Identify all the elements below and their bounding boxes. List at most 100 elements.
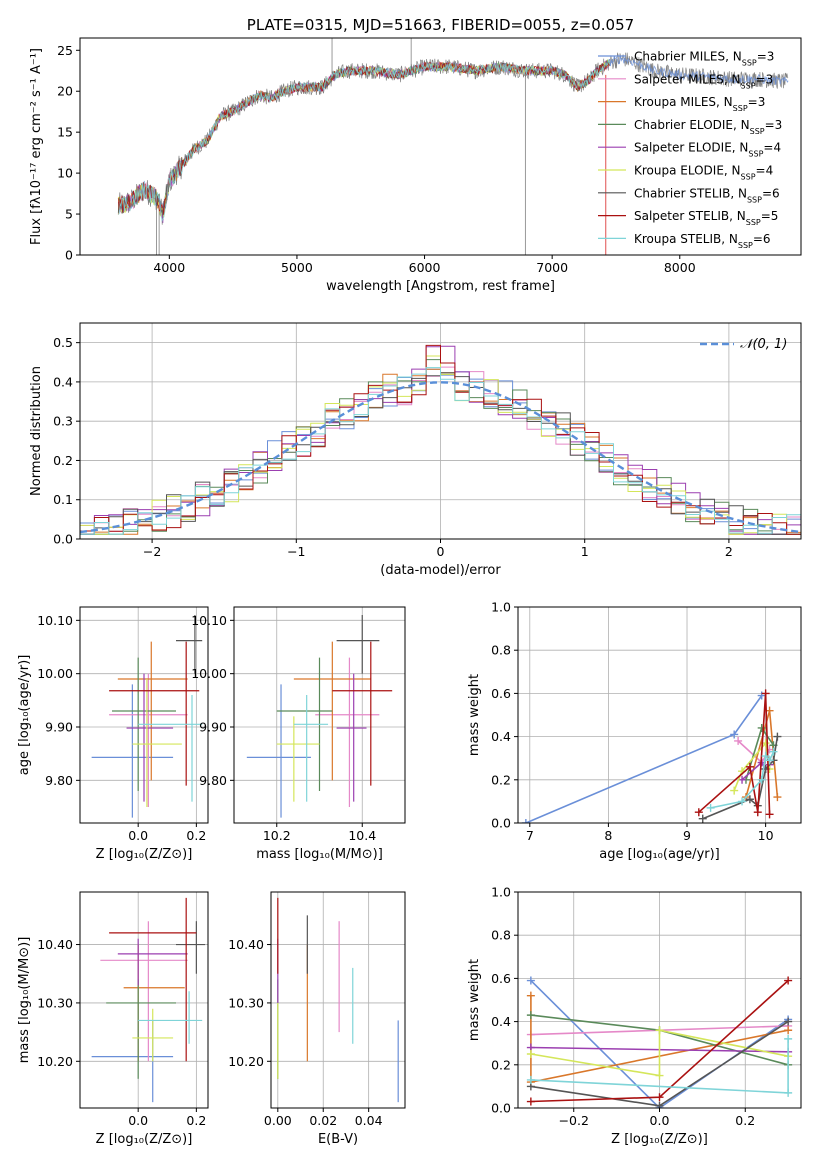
weight-marker <box>526 1075 535 1084</box>
plot-area <box>80 344 801 535</box>
model-spectrum-5 <box>117 59 610 218</box>
y-tick-label: 9.90 <box>199 720 227 735</box>
legend-entry: Kroupa MILES, NSSP=3 <box>634 95 765 113</box>
x-tick-label: 0.2 <box>735 1113 755 1128</box>
weight-marker <box>745 762 754 771</box>
x-tick-label: −1 <box>287 544 305 559</box>
weight-marker <box>773 793 782 802</box>
y-axis-label: mass [log₁₀(M/M⊙)] <box>17 937 32 1064</box>
model-spectrum-6 <box>117 60 610 216</box>
weight-marker <box>745 795 754 804</box>
legend-entry: Salpeter MILES, NSSP=3 <box>634 72 773 90</box>
axes-frame <box>79 37 802 256</box>
weight-marker <box>526 976 535 985</box>
y-tick-label: 10.10 <box>191 613 227 628</box>
y-tick-label: 25 <box>57 43 73 58</box>
x-tick-label: 0.0 <box>128 828 148 843</box>
legend: Chabrier MILES, NSSP=3 Salpeter MILES, NS… <box>598 50 782 249</box>
x-tick-label: 2 <box>725 544 733 559</box>
residual-histogram-7 <box>80 344 801 535</box>
y-tick-label: 0.2 <box>53 453 73 468</box>
y-axis-label: Normed distribution <box>29 366 44 496</box>
weight-marker <box>526 991 535 1000</box>
y-tick-label: 9.90 <box>45 720 73 735</box>
legend-entry: 𝒩(0, 1) <box>740 337 787 352</box>
weight-marker <box>655 1101 664 1108</box>
x-axis-label: wavelength [Angstrom, rest frame] <box>326 279 555 294</box>
weight-marker <box>757 775 766 784</box>
weight-marker <box>753 808 762 817</box>
y-tick-label: 9.80 <box>45 773 73 788</box>
weight-marker <box>738 797 747 806</box>
y-tick-label: 0.0 <box>491 816 511 831</box>
axes-frame <box>79 891 209 1109</box>
y-axis-label: mass weight <box>467 674 482 756</box>
y-tick-label: 10.00 <box>191 666 227 681</box>
y-tick-label: 1.0 <box>491 885 511 900</box>
chart-mass-vs-ebv: 0.00 0.02 0.04 10.20 10.30 10.40 E(B-V) <box>228 891 406 1147</box>
weight-marker <box>765 810 774 819</box>
weight-marker <box>784 976 793 985</box>
model-spectrum-3 <box>117 59 610 217</box>
y-axis-label: Flux [fλ10⁻¹⁷ erg cm⁻² s⁻¹ A⁻¹] <box>29 48 44 245</box>
x-tick-label: −0.2 <box>559 1113 589 1128</box>
y-tick-label: 0.3 <box>53 414 73 429</box>
model-spectrum-7 <box>117 61 610 215</box>
weight-marker <box>526 1011 535 1020</box>
x-tick-label: 1 <box>581 544 589 559</box>
y-tick-label: 0.8 <box>491 643 511 658</box>
x-tick-label: 6000 <box>409 260 441 275</box>
x-axis-label: mass [log₁₀(M/M⊙)] <box>256 847 383 862</box>
x-tick-label: 0.0 <box>128 1113 148 1128</box>
y-tick-label: 0.8 <box>491 928 511 943</box>
x-axis-label: E(B-V) <box>318 1132 358 1147</box>
legend-entry: Salpeter ELODIE, NSSP=4 <box>634 141 781 159</box>
residual-histogram-5 <box>80 355 801 535</box>
weight-marker <box>730 730 739 739</box>
weight-marker <box>698 814 707 823</box>
weight-marker <box>784 1026 793 1035</box>
plot-area <box>246 615 393 818</box>
x-axis-label: (data-model)/error <box>380 563 501 578</box>
plot-area <box>91 615 203 818</box>
x-tick-label: 7000 <box>536 260 568 275</box>
x-tick-label: 10.4 <box>348 828 376 843</box>
y-tick-label: 10.40 <box>228 937 264 952</box>
x-tick-label: 0.04 <box>355 1113 383 1128</box>
model-spectrum-4 <box>117 59 610 224</box>
y-tick-label: 0.1 <box>53 492 73 507</box>
y-tick-label: 15 <box>57 125 73 140</box>
x-tick-label: 8 <box>604 828 612 843</box>
legend-entry: Kroupa ELODIE, NSSP=4 <box>634 164 773 182</box>
y-axis-label: age [log₁₀(age/yr)] <box>17 655 32 776</box>
chart-title: PLATE=0315, MJD=51663, FIBERID=0055, z=0… <box>247 16 634 34</box>
residual-histogram-8 <box>80 367 801 535</box>
weight-marker <box>761 689 770 698</box>
weight-marker <box>734 736 743 745</box>
weight-marker <box>769 747 778 756</box>
weight-marker <box>655 1093 664 1102</box>
chart-spectrum: 4000 5000 6000 7000 8000 0 5 10 15 20 25 wavelength… <box>29 16 802 294</box>
legend-entry: Chabrier MILES, NSSP=3 <box>634 50 774 68</box>
y-tick-label: 10 <box>57 166 73 181</box>
y-tick-label: 0.6 <box>491 686 511 701</box>
weight-marker <box>526 1050 535 1058</box>
y-tick-label: 0.2 <box>491 1057 511 1072</box>
y-tick-label: 0.4 <box>491 729 511 744</box>
weight-marker <box>784 1034 793 1043</box>
x-tick-label: 5000 <box>281 260 313 275</box>
chart-residuals: −2 −1 0 1 2 0.0 0.1 0.2 0.3 0.4 0.5 (data-model)/er… <box>29 322 802 578</box>
weight-marker <box>706 803 715 812</box>
x-axis-label: age [log₁₀(age/yr)] <box>599 847 720 862</box>
y-axis-label: mass weight <box>467 959 482 1041</box>
weight-marker <box>694 808 703 817</box>
y-tick-label: 0 <box>65 248 73 263</box>
x-axis-label: Z [log₁₀(Z/Z⊙)] <box>611 1132 708 1147</box>
weight-marker <box>730 786 739 795</box>
x-tick-label: 0.2 <box>186 828 206 843</box>
plot-area <box>91 897 206 1103</box>
y-tick-label: 10.30 <box>37 995 73 1010</box>
chart-mass-vs-Z: 0.0 0.2 10.20 10.30 10.40 Z [log₁₀(Z/Z⊙)] mass… <box>17 891 209 1147</box>
model-spectrum-8 <box>117 59 610 222</box>
